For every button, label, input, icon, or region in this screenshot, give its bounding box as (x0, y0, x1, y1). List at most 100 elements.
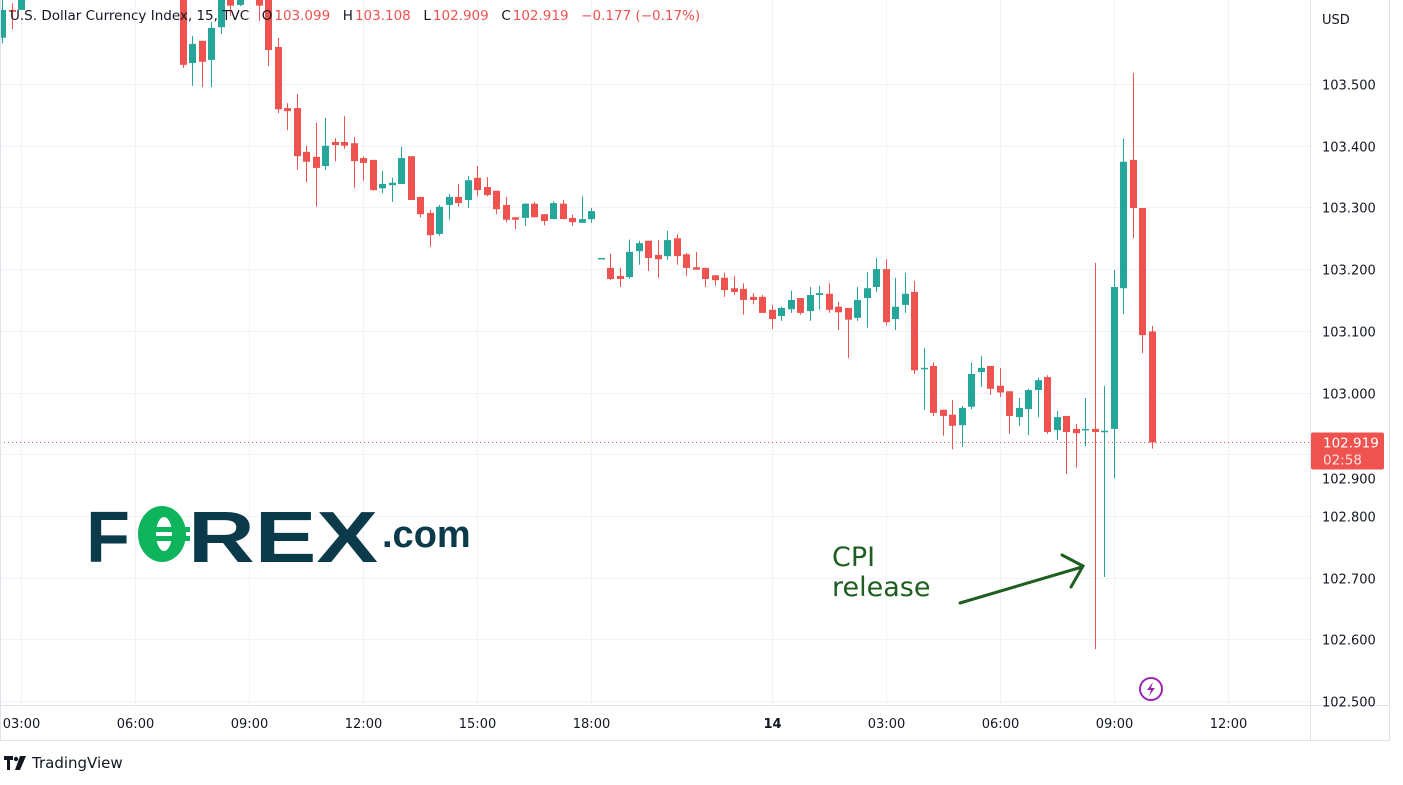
candle (208, 22, 215, 88)
candle-body (370, 159, 377, 191)
candle-body (778, 307, 785, 316)
candle (845, 307, 852, 358)
price-tick-label: 103.000 (1322, 388, 1376, 403)
candle (797, 298, 804, 315)
candle-body (636, 243, 643, 252)
tradingview-attribution[interactable]: TradingView (4, 754, 123, 772)
candle (617, 267, 624, 287)
candle-body (693, 267, 700, 270)
candle-body (569, 217, 576, 223)
candle (1120, 138, 1127, 315)
candle-body (788, 299, 795, 310)
candle (759, 295, 766, 313)
candle-body (1063, 415, 1070, 432)
candle (389, 177, 396, 202)
tradingview-logo-icon (4, 756, 26, 770)
candle (512, 217, 519, 229)
candle-body (721, 277, 728, 291)
candle (408, 156, 415, 200)
candle (959, 406, 966, 447)
candle-body (0, 9, 6, 38)
candle (493, 190, 500, 215)
candle-body (816, 293, 823, 296)
candle-body (560, 203, 567, 220)
candle (465, 175, 472, 209)
candle-body (474, 177, 481, 191)
candle-body (892, 306, 899, 320)
chart-pane[interactable] (0, 0, 1310, 705)
candle-body (968, 373, 975, 407)
candle (1082, 398, 1089, 447)
candle (1139, 208, 1146, 354)
candle-body (550, 203, 557, 220)
candle (1130, 72, 1137, 239)
price-axis[interactable] (1310, 0, 1390, 740)
candle-body (1139, 208, 1146, 336)
candle-body (455, 196, 462, 204)
candle (1101, 385, 1108, 577)
candle-body (617, 275, 624, 279)
candle-body (531, 203, 538, 218)
candle (531, 201, 538, 218)
low-label: L (423, 8, 431, 24)
candle-body (1044, 377, 1051, 432)
candle (949, 399, 956, 450)
lightning-icon[interactable] (1139, 677, 1163, 701)
candle (740, 283, 747, 315)
last-price-value: 102.919 (1323, 436, 1379, 452)
candle-body (341, 141, 348, 146)
candle-body (626, 251, 633, 278)
candle (778, 306, 785, 321)
candle (579, 196, 586, 223)
time-tick-label: 14 (763, 717, 781, 732)
candle-body (873, 269, 880, 287)
candle-body (740, 288, 747, 300)
candle-body (436, 206, 443, 234)
candle-body (826, 293, 833, 310)
candle (807, 286, 814, 321)
candle-body (389, 182, 396, 186)
symbol-title[interactable]: U.S. Dollar Currency Index, 15, TVC (10, 8, 250, 24)
candle-body (218, 0, 225, 28)
candle-body (1101, 430, 1108, 433)
time-tick-label: 18:00 (573, 717, 610, 732)
candle-body (1092, 428, 1099, 432)
candle-body (911, 291, 918, 371)
time-tick-label: 06:00 (982, 717, 1019, 732)
time-tick-label: 03:00 (3, 717, 40, 732)
candle-body (322, 145, 329, 167)
price-tick-label: 103.200 (1322, 264, 1376, 279)
time-tick-label: 12:00 (1210, 717, 1247, 732)
candle-body (845, 307, 852, 320)
svg-text:.com: .com (382, 514, 471, 556)
candle (674, 233, 681, 265)
svg-text:REX: REX (188, 498, 378, 578)
candle (864, 272, 871, 328)
candle (360, 156, 367, 181)
candle-body (227, 0, 234, 6)
candle (607, 253, 614, 281)
candle-body (702, 267, 709, 279)
price-tick-label: 103.300 (1322, 202, 1376, 217)
candle-body (303, 151, 310, 162)
open-label: O (261, 8, 273, 24)
candle-body (1025, 390, 1032, 410)
candle-body (541, 214, 548, 221)
candle (712, 275, 719, 286)
time-axis-labels[interactable]: 03:00 06:00 09:00 12:00 15:00 18:00 14 03:00 06:… (3, 717, 1247, 732)
tradingview-label: TradingView (32, 754, 123, 772)
candle-body (807, 295, 814, 312)
candle-body (1016, 407, 1023, 418)
candle-body (446, 196, 453, 205)
candle (189, 35, 196, 86)
candle (1073, 423, 1080, 468)
candle (588, 208, 595, 223)
candle (455, 183, 462, 207)
candle (921, 348, 928, 410)
candle (826, 283, 833, 313)
candle-body (864, 288, 871, 299)
price-tick-label: 102.800 (1322, 511, 1376, 526)
candle (256, 0, 263, 22)
symbol-legend[interactable]: U.S. Dollar Currency Index, 15, TVC O 103… (10, 8, 702, 24)
